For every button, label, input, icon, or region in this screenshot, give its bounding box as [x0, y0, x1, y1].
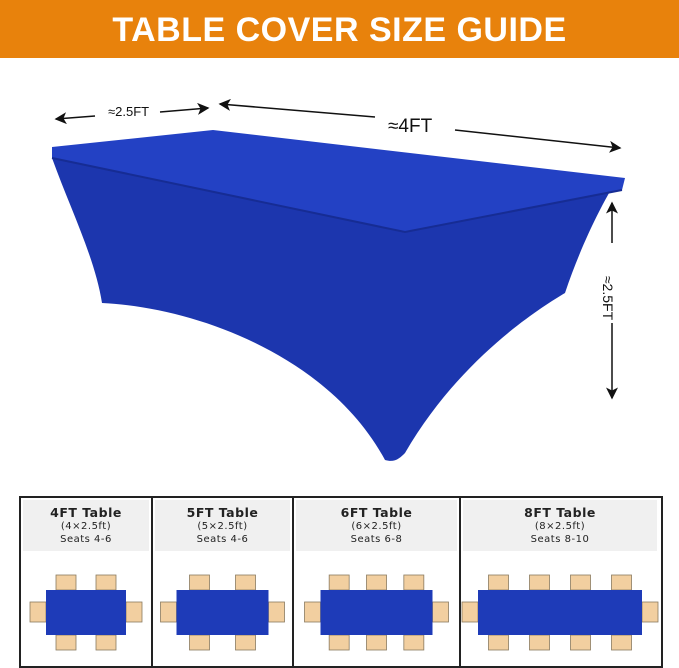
chair-icon — [641, 601, 659, 623]
chair-icon — [29, 601, 47, 623]
table-title: 5FT Table — [186, 505, 259, 520]
chair-icon — [235, 634, 256, 651]
page-title: TABLE COVER SIZE GUIDE — [0, 0, 679, 58]
table-shape — [320, 590, 433, 635]
chair-icon — [328, 574, 350, 591]
chair-icon — [366, 634, 387, 651]
size-header: 5FT Table (5×2.5ft) Seats 4-6 — [155, 500, 290, 551]
size-option-3: 6FT Table (6×2.5ft) Seats 6-8 — [294, 498, 461, 666]
table-size: (6×2.5ft) — [351, 521, 402, 532]
table-title: 6FT Table — [340, 505, 413, 520]
chair-icon — [570, 634, 591, 651]
table-size: (4×2.5ft) — [60, 521, 112, 532]
table-seats: Seats 4-6 — [60, 534, 112, 545]
size-option-1: 4FT Table (4×2.5ft) Seats 4-6 — [21, 498, 153, 666]
chair-icon — [55, 574, 77, 591]
chair-icon — [461, 601, 479, 623]
size-table: 4FT Table (4×2.5ft) Seats 4-6 5FT Table … — [19, 496, 663, 668]
table-cover-illustration — [51, 98, 625, 461]
table-size: (5×2.5ft) — [197, 521, 248, 532]
table-title: 8FT Table — [524, 505, 596, 520]
chair-icon — [403, 574, 425, 591]
table-seats: Seats 6-8 — [350, 534, 403, 545]
size-option-2: 5FT Table (5×2.5ft) Seats 4-6 — [153, 498, 294, 666]
chair-icon — [611, 634, 632, 651]
chair-icon — [189, 634, 210, 651]
chair-icon — [488, 634, 509, 651]
table-seats: Seats 4-6 — [196, 534, 249, 545]
cover-skirt — [52, 148, 612, 461]
size-header: 8FT Table (8×2.5ft) Seats 8-10 — [463, 500, 657, 551]
seating-diagram — [160, 574, 285, 651]
width-arrow — [54, 112, 96, 125]
height-label: ≈2.5FT — [600, 275, 617, 321]
chair-icon — [611, 574, 632, 591]
chair-icon — [529, 574, 550, 591]
size-option-4: 8FT Table (8×2.5ft) Seats 8-10 — [461, 498, 659, 666]
table-seats: Seats 8-10 — [530, 534, 590, 545]
table-shape — [176, 590, 269, 635]
chair-icon — [189, 574, 210, 591]
chair-icon — [55, 634, 77, 651]
table-title: 4FT Table — [50, 505, 122, 520]
cover-top — [52, 130, 625, 232]
seating-diagram — [29, 574, 143, 651]
table-size: (8×2.5ft) — [534, 521, 586, 532]
length-label: ≈4FT — [388, 116, 433, 137]
chair-icon — [125, 601, 143, 623]
chair-icon — [432, 601, 449, 623]
seating-diagram — [304, 574, 449, 651]
chair-icon — [160, 601, 177, 623]
chair-icon — [268, 601, 285, 623]
table-shape — [46, 590, 126, 635]
chair-icon — [403, 634, 425, 651]
width-label: ≈2.5FT — [108, 104, 150, 119]
size-header: 4FT Table (4×2.5ft) Seats 4-6 — [23, 500, 149, 551]
size-header: 6FT Table (6×2.5ft) Seats 6-8 — [296, 500, 457, 551]
chair-icon — [366, 574, 387, 591]
chair-icon — [95, 634, 117, 651]
chair-icon — [570, 574, 591, 591]
chair-icon — [95, 574, 117, 591]
chair-icon — [328, 634, 350, 651]
chair-icon — [529, 634, 550, 651]
table-shape — [478, 590, 642, 635]
length-arrow — [218, 98, 376, 118]
chair-icon — [304, 601, 321, 623]
chair-icon — [235, 574, 256, 591]
seating-diagram — [461, 574, 659, 651]
chair-icon — [488, 574, 509, 591]
